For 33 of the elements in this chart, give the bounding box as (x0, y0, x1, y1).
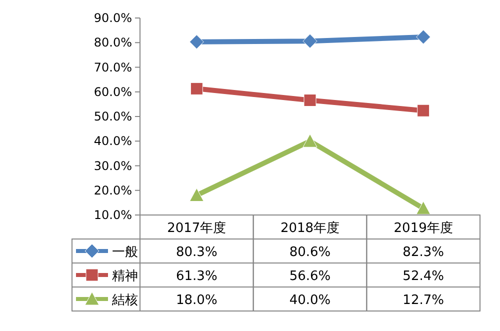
y-tick-label: 30.0% (94, 158, 132, 173)
data-label: 12.7% (402, 293, 444, 308)
data-label: 18.0% (176, 293, 218, 308)
legend-label: 一般 (112, 245, 138, 260)
data-label: 56.6% (289, 269, 331, 284)
legend-label: 精神 (112, 269, 138, 284)
data-label: 82.3% (402, 245, 444, 260)
data-label: 52.4% (402, 269, 444, 284)
data-label: 80.6% (289, 245, 331, 260)
y-tick-label: 50.0% (94, 110, 132, 124)
point (189, 188, 204, 202)
data-label: 40.0% (289, 293, 331, 308)
y-tick-label: 10.0% (94, 208, 132, 222)
y-tick-label: 80.0% (94, 36, 132, 50)
point (416, 30, 431, 44)
y-tick-label: 20.0% (94, 183, 132, 198)
y-tick-label: 90.0% (94, 11, 132, 25)
point (189, 34, 204, 50)
y-tick-label: 70.0% (94, 60, 132, 74)
point (304, 94, 316, 106)
data-label: 61.3% (176, 269, 218, 284)
point (416, 201, 431, 215)
y-tick-label: 60.0% (94, 84, 132, 99)
x-tick-label: 2017年度 (167, 220, 226, 236)
y-tick-label: 40.0% (94, 134, 132, 148)
x-tick-label: 2018年度 (280, 220, 340, 236)
point (417, 104, 430, 117)
data-label: 80.3% (176, 245, 218, 260)
legend-label: 結核 (111, 293, 138, 308)
x-tick-label: 2019年度 (394, 220, 453, 236)
point (302, 134, 318, 148)
point (190, 82, 203, 95)
point (302, 34, 318, 48)
